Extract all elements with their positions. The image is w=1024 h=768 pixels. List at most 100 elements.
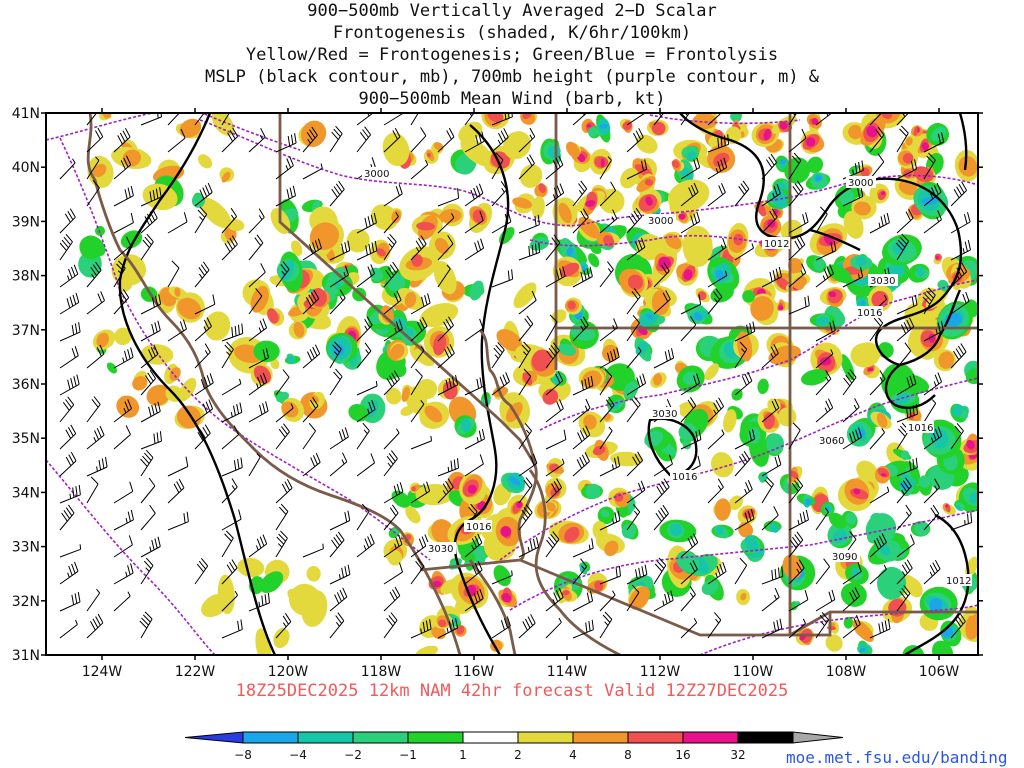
wind-barb [302, 422, 317, 450]
wind-barb [707, 183, 726, 207]
wind-barb [653, 290, 671, 315]
shade-cell [592, 520, 608, 541]
wind-barb [410, 368, 423, 396]
shade-cell [678, 213, 686, 220]
wind-barb [680, 533, 699, 558]
shade-cell [281, 401, 299, 418]
shade-cell [778, 305, 784, 311]
wind-barb [113, 425, 131, 450]
wind-barb [518, 537, 540, 558]
wind-barb [59, 424, 77, 450]
shade-cell [405, 506, 421, 524]
shade-cell [519, 164, 543, 188]
wind-barb [707, 478, 724, 504]
wind-barb [788, 295, 810, 315]
shade-cell [169, 367, 181, 381]
wind-barb [59, 451, 77, 477]
wind-barb [59, 396, 75, 423]
mslp-contours [118, 113, 970, 655]
lon-label: 108W [826, 664, 867, 680]
wind-barb [761, 208, 778, 234]
wind-barb [167, 212, 188, 234]
shade-cell [929, 598, 943, 612]
shade-cell [424, 405, 443, 423]
wind-barb [356, 316, 373, 342]
height-label: 3000 [648, 216, 673, 227]
mslp-label: 1016 [908, 423, 933, 434]
wind-barb [113, 535, 133, 558]
shade-cell [855, 256, 867, 267]
shade-cell [146, 384, 170, 406]
shade-cell [769, 522, 780, 533]
shade-cell [415, 645, 438, 655]
wind-barb [518, 422, 533, 450]
wind-barb [707, 561, 727, 585]
wind-barb [194, 317, 212, 342]
wind-barb [707, 237, 727, 261]
wind-barb [464, 454, 484, 477]
shade-cell [900, 450, 910, 460]
mslp-contour [958, 113, 968, 171]
wind-barb [59, 208, 76, 234]
wind-barb [869, 428, 886, 450]
wind-barb [86, 291, 105, 315]
wind-barb [869, 153, 885, 180]
shade-cell [237, 557, 265, 578]
height-contour [699, 604, 978, 655]
title-line-5: 900−500mb Mean Wind (barb, kt) [358, 89, 666, 109]
lat-label: 37N [12, 323, 40, 339]
shade-cell [600, 158, 605, 168]
wind-barb [869, 533, 887, 558]
mslp-label: 1016 [466, 522, 491, 533]
shade-cell [697, 291, 707, 301]
wind-barb [626, 564, 648, 585]
shade-cell [651, 121, 666, 136]
height-contour [199, 119, 978, 227]
shade-cell [512, 197, 532, 209]
shade-cell [867, 367, 874, 372]
wind-barb [437, 374, 459, 396]
source-credit: moe.met.fsu.edu/banding [786, 748, 1008, 767]
wind-barb [383, 184, 403, 207]
wind-barb [734, 429, 756, 450]
shade-cell [730, 113, 741, 122]
shade-cell [827, 264, 852, 284]
wind-barb [167, 260, 180, 288]
california-nevada-border [278, 113, 537, 466]
shade-cell [306, 566, 321, 582]
wind-barb [221, 323, 244, 342]
wind-barb [922, 287, 936, 315]
wind-barb [221, 425, 240, 450]
shade-cell [293, 321, 305, 338]
wind-barb [491, 212, 512, 234]
wind-barb [950, 343, 967, 369]
wind-barb [896, 477, 912, 504]
height-contour [200, 113, 301, 151]
mslp-contour [899, 289, 962, 367]
wind-barb [464, 318, 484, 342]
shade-cell [580, 265, 586, 272]
wind-barb [842, 562, 862, 585]
wind-barb [113, 185, 134, 207]
wind-barb [59, 504, 75, 531]
shade-cell [592, 445, 606, 456]
wind-barb [113, 563, 134, 585]
shade-cell [522, 372, 533, 386]
shade-cell [522, 113, 532, 120]
wind-barb [329, 427, 349, 450]
shade-cell [385, 387, 402, 405]
wind-barb [248, 127, 266, 153]
shade-cell [914, 521, 930, 537]
wind-barb [275, 185, 296, 207]
shade-cell [913, 166, 934, 182]
height-contour [649, 114, 801, 125]
wind-barb [761, 587, 780, 612]
wind-barb [140, 209, 158, 234]
wind-barb [788, 477, 804, 504]
wind-barb [194, 399, 214, 423]
wind-barb [275, 503, 289, 531]
shade-cell [416, 221, 436, 231]
wind-barb [139, 611, 153, 639]
wind-barb [194, 424, 211, 450]
